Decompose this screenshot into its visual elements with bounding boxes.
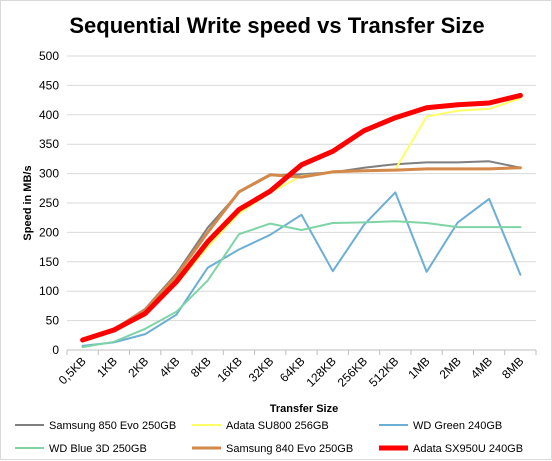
series-lines [80,92,523,349]
legend-item: Adata SU800 256GB [192,420,329,432]
legend-label: Adata SU800 256GB [226,420,329,432]
legend-item: Samsung 840 Evo 250GB [192,443,353,455]
legend-item: WD Green 240GB [379,420,502,432]
x-tick-label: 4MB [468,354,495,381]
y-tick-label: 150 [39,255,59,269]
gridlines [67,55,536,322]
x-tick-label: 128KB [304,354,339,389]
x-tick-label: 256KB [335,354,370,389]
y-tick-label: 500 [39,49,59,63]
y-tick-label: 50 [46,314,60,328]
y-tick-label: 450 [39,78,59,92]
x-tick-label: 2MB [437,354,464,381]
y-tick-label: 350 [39,137,59,151]
series-line-5 [80,92,523,343]
legend-label: Samsung 840 Evo 250GB [226,443,353,455]
x-tick-label: 0,5KB [56,354,89,387]
y-tick-label: 200 [39,225,59,239]
y-tick-labels: 0 50 100 150 200 250 300 350 400 450 500 [39,49,59,357]
x-tick-label: 4KB [157,354,183,380]
legend-item: Adata SX950U 240GB [379,443,523,455]
y-tick-label: 0 [52,343,59,357]
x-tick-labels: 0,5KB 1KB 2KB 4KB 8KB 16KB 32KB 64KB128KB256KB5… [56,354,527,389]
x-tick-label: 8MB [499,354,526,381]
legend-item: WD Blue 3D 250GB [15,443,147,455]
x-tick-label: 512KB [366,354,401,389]
y-tick-label: 250 [39,196,59,210]
series-line-3 [81,220,522,349]
x-tick-label: 1MB [405,354,432,381]
series-line-4 [81,166,522,342]
legend-label: Samsung 850 Evo 250GB [49,420,176,432]
x-tick-label: 2KB [125,354,151,380]
legend-label: Adata SX950U 240GB [413,443,523,455]
y-tick-label: 400 [39,108,59,122]
x-tick-label: 16KB [214,354,245,385]
chart-title: Sequential Write speed vs Transfer Size [69,13,484,38]
x-tick-label: 1KB [94,354,120,380]
x-tick-label: 8KB [188,354,214,380]
legend-label: WD Green 240GB [413,420,502,432]
y-tick-label: 100 [39,284,59,298]
y-axis-title: Speed in MB/s [22,165,34,240]
legend: Samsung 850 Evo 250GB Adata SU800 256GB WD… [15,420,523,455]
axes [66,349,537,355]
x-tick-label: 32KB [246,354,277,385]
legend-label: WD Blue 3D 250GB [49,443,147,455]
y-tick-label: 300 [39,167,59,181]
x-axis-title: Transfer Size [270,403,338,415]
legend-item: Samsung 850 Evo 250GB [15,420,176,432]
series-line-2 [81,191,522,347]
